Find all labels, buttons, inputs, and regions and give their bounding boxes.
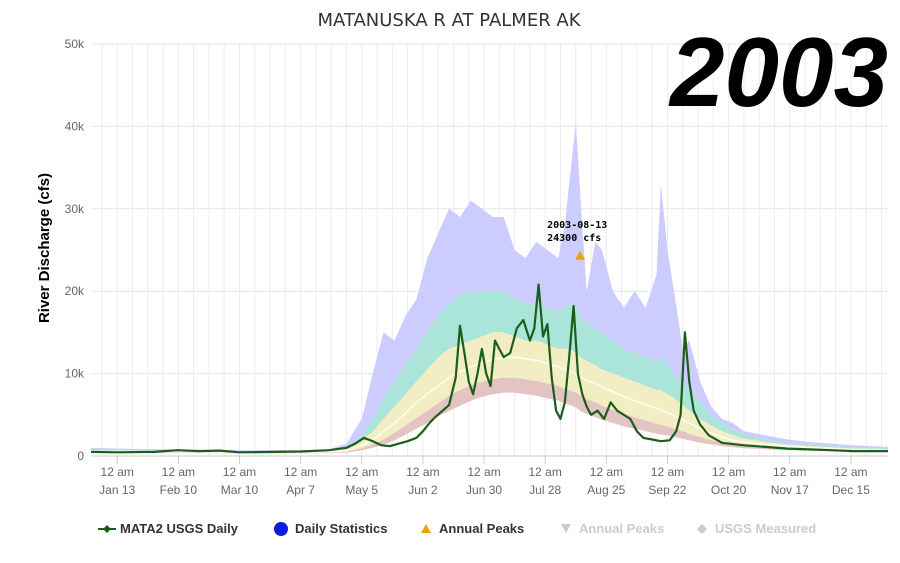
- annual-peaks: 2003-08-13 24300 cfs: [547, 220, 607, 260]
- x-tick-label-date: Sep 22: [648, 483, 686, 497]
- y-axis-label: River Discharge (cfs): [36, 173, 53, 323]
- x-tick-label-date: Jul 28: [529, 483, 561, 497]
- band-p90-p75: [91, 291, 888, 452]
- x-tick-label-date: Dec 15: [832, 483, 870, 497]
- x-tick-label-date: May 5: [345, 483, 378, 497]
- y-tick-label: 20k: [65, 284, 85, 298]
- year-label: 2003: [668, 17, 888, 127]
- x-tick-label-time: 12 am: [162, 465, 195, 479]
- legend-symbol-diamond: [103, 525, 111, 533]
- x-tick-label-time: 12 am: [467, 465, 500, 479]
- x-tick-label-date: Nov 17: [771, 483, 809, 497]
- x-tick-label-time: 12 am: [284, 465, 317, 479]
- legend-symbol-circle: [274, 522, 288, 536]
- x-tick-label-date: Jun 2: [408, 483, 438, 497]
- y-tick-label: 0: [77, 449, 84, 463]
- x-tick-label-time: 12 am: [590, 465, 623, 479]
- x-tick-label-date: Jun 30: [466, 483, 502, 497]
- legend-item-label[interactable]: Daily Statistics: [295, 521, 388, 536]
- legend-item-label[interactable]: MATA2 USGS Daily: [120, 521, 239, 536]
- x-tick-label-time: 12 am: [834, 465, 867, 479]
- band-p50-p25: [91, 357, 888, 453]
- daily-statistics-bands: [90, 122, 889, 454]
- chart-title: MATANUSKA R AT PALMER AK: [317, 10, 581, 31]
- daily-series: [90, 283, 888, 454]
- band-p25-p10: [91, 377, 888, 454]
- x-tick-label-date: Jan 13: [99, 483, 135, 497]
- x-tick-label-time: 12 am: [223, 465, 256, 479]
- y-tick-label: 50k: [65, 37, 85, 51]
- annotation-value: 24300 cfs: [547, 233, 601, 244]
- x-tick-label-date: Oct 20: [711, 483, 747, 497]
- x-tick-label-date: Feb 10: [160, 483, 198, 497]
- x-tick-label-time: 12 am: [773, 465, 806, 479]
- y-tick-label: 30k: [65, 202, 85, 216]
- x-tick-label-time: 12 am: [712, 465, 745, 479]
- band-max-p90: [91, 122, 888, 452]
- annual-peak-marker: [575, 250, 586, 260]
- x-tick-label-time: 12 am: [101, 465, 134, 479]
- y-tick-label: 40k: [65, 119, 85, 133]
- legend-item-label[interactable]: USGS Measured: [715, 521, 816, 536]
- legend-item-label[interactable]: Annual Peaks: [439, 521, 524, 536]
- legend: MATA2 USGS Daily Daily Statistics Annual P…: [98, 521, 816, 536]
- legend-symbol-triangle-up: [421, 524, 431, 533]
- x-tick-label-time: 12 am: [406, 465, 439, 479]
- x-tick-label-date: Mar 10: [221, 483, 259, 497]
- legend-symbol-diamond: [697, 524, 707, 534]
- x-tick-label-date: Aug 25: [587, 483, 625, 497]
- legend-item-label[interactable]: Annual Peaks: [579, 521, 664, 536]
- x-tick-label-time: 12 am: [651, 465, 684, 479]
- series-line-mata2-daily: [90, 283, 888, 454]
- x-tick-label-time: 12 am: [345, 465, 378, 479]
- annotation-date: 2003-08-13: [547, 220, 607, 231]
- y-tick-label: 10k: [65, 367, 85, 381]
- x-tick-label-time: 12 am: [529, 465, 562, 479]
- x-tick-label-date: Apr 7: [286, 483, 315, 497]
- axes: 0 10k 20k 30k 40k 50k 12 am Jan 13 12 am Feb 10 12…: [65, 37, 888, 497]
- legend-symbol-triangle-down: [561, 524, 571, 533]
